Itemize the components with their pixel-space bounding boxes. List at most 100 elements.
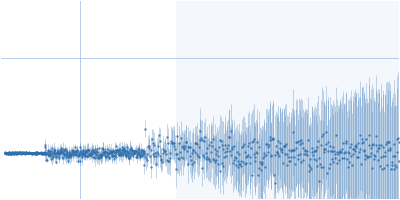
Point — [90, 148, 96, 151]
Point — [29, 151, 36, 154]
Point — [17, 152, 24, 155]
Point — [66, 155, 72, 158]
Point — [80, 151, 86, 154]
Point — [338, 150, 344, 154]
Point — [119, 148, 126, 151]
Point — [54, 150, 60, 153]
Point — [251, 137, 257, 140]
Point — [64, 153, 70, 156]
Point — [156, 139, 163, 142]
Point — [228, 145, 235, 149]
Point — [254, 151, 260, 154]
Point — [88, 149, 95, 152]
Point — [71, 150, 77, 154]
Point — [101, 151, 107, 154]
Point — [392, 163, 399, 167]
Point — [107, 150, 114, 153]
Point — [334, 150, 340, 153]
Point — [146, 146, 152, 149]
Point — [250, 153, 257, 156]
Point — [118, 153, 124, 157]
Point — [286, 148, 292, 151]
Point — [25, 152, 31, 155]
Point — [240, 144, 246, 147]
Point — [359, 142, 366, 145]
Point — [79, 154, 86, 157]
Point — [27, 151, 33, 154]
Point — [201, 140, 208, 143]
Point — [312, 150, 318, 153]
Point — [381, 155, 388, 158]
Point — [75, 153, 81, 156]
Point — [13, 151, 20, 154]
Point — [191, 160, 197, 163]
Point — [5, 151, 11, 155]
Point — [170, 141, 176, 144]
Point — [387, 147, 394, 150]
Point — [42, 152, 48, 155]
Point — [5, 151, 12, 154]
Point — [150, 153, 156, 156]
Point — [240, 160, 246, 164]
Point — [389, 160, 396, 164]
Point — [325, 149, 332, 152]
Point — [223, 155, 229, 158]
Point — [367, 155, 373, 158]
Point — [160, 151, 166, 154]
Point — [22, 152, 28, 155]
Point — [64, 159, 71, 163]
Point — [41, 144, 48, 147]
Point — [352, 144, 358, 148]
Point — [96, 147, 102, 150]
Point — [160, 147, 166, 151]
Point — [262, 153, 269, 156]
Point — [344, 158, 350, 161]
Point — [179, 146, 185, 149]
Point — [31, 151, 38, 155]
Point — [28, 152, 34, 155]
Point — [38, 151, 45, 155]
Point — [7, 152, 14, 155]
Point — [308, 146, 315, 149]
Point — [77, 152, 84, 155]
Point — [200, 153, 206, 156]
Point — [63, 152, 70, 156]
Point — [62, 156, 69, 159]
Point — [219, 161, 225, 165]
Point — [10, 152, 17, 155]
Point — [281, 145, 288, 148]
Point — [136, 154, 143, 158]
Point — [222, 143, 228, 147]
Point — [298, 138, 305, 142]
Point — [57, 147, 64, 150]
Point — [19, 151, 25, 155]
Point — [376, 147, 382, 150]
Point — [119, 146, 125, 149]
Point — [266, 139, 273, 142]
Point — [365, 155, 371, 158]
Point — [157, 154, 163, 157]
Point — [212, 161, 218, 164]
Point — [30, 152, 37, 155]
Point — [128, 146, 134, 150]
Point — [320, 132, 326, 136]
Point — [26, 152, 32, 155]
Point — [270, 137, 276, 140]
Point — [102, 151, 108, 154]
Point — [309, 150, 316, 153]
Point — [382, 151, 388, 154]
Point — [137, 153, 143, 156]
Point — [123, 154, 129, 157]
Point — [275, 139, 282, 142]
Point — [18, 152, 24, 155]
Point — [90, 149, 96, 152]
Point — [392, 154, 398, 157]
Point — [7, 152, 13, 155]
Point — [106, 150, 113, 154]
Point — [238, 159, 244, 162]
Point — [17, 151, 24, 155]
Point — [30, 152, 36, 155]
Point — [355, 156, 362, 159]
Point — [385, 140, 392, 143]
Point — [66, 152, 73, 156]
